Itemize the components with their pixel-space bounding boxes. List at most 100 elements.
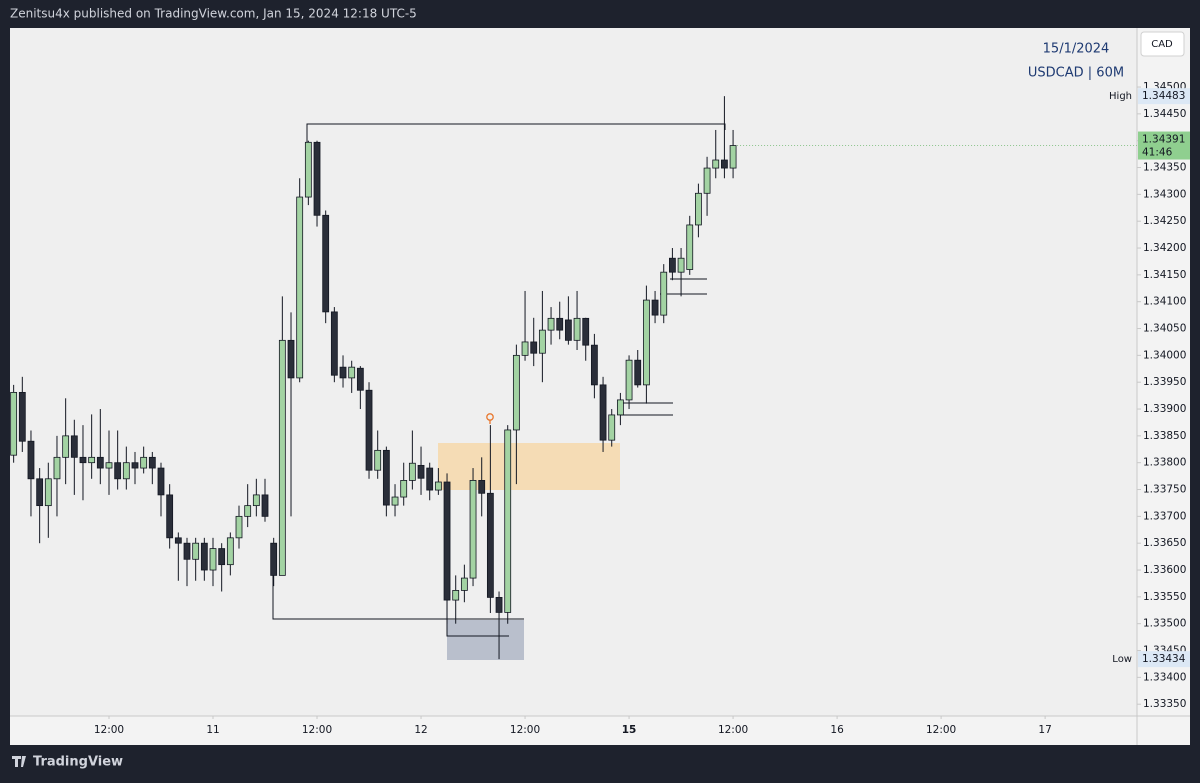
y-tick-label: 1.34300 xyxy=(1143,188,1186,200)
candle-body xyxy=(70,435,78,458)
y-tick-label: 1.34350 xyxy=(1143,162,1186,174)
y-tick-label: 1.33550 xyxy=(1143,591,1186,603)
candle-body xyxy=(53,456,61,480)
x-tick-label: 12 xyxy=(414,724,427,736)
candle-body xyxy=(270,542,278,576)
candle-body xyxy=(703,167,711,194)
y-tick-label: 1.33700 xyxy=(1143,510,1186,522)
y-tick-label: 1.33850 xyxy=(1143,430,1186,442)
y-tick-label: 1.33900 xyxy=(1143,403,1186,415)
candle-body xyxy=(504,429,512,613)
candle-body xyxy=(669,257,676,273)
candle-body xyxy=(443,481,451,601)
candle-body xyxy=(192,542,200,560)
candle-body xyxy=(512,354,520,431)
candle-body xyxy=(166,494,174,539)
price-marker-bg xyxy=(1138,651,1190,668)
candle-body xyxy=(365,389,373,471)
candle-body xyxy=(634,359,642,386)
candle-body xyxy=(599,384,607,441)
candle-body xyxy=(547,317,555,331)
y-tick-label: 1.34000 xyxy=(1143,349,1186,361)
price-marker: 1.34483 xyxy=(1142,90,1185,102)
candle-body xyxy=(209,548,217,571)
supply-zone xyxy=(438,443,620,490)
candle-body xyxy=(651,299,659,316)
candle-body xyxy=(625,359,633,401)
y-tick-label: 1.33650 xyxy=(1143,537,1186,549)
candle-body xyxy=(616,399,624,416)
footer-brand: TradingView xyxy=(33,755,123,770)
price-marker: 1.33434 xyxy=(1142,653,1186,665)
time-axis xyxy=(10,716,1137,745)
currency-box[interactable] xyxy=(1140,31,1185,57)
candle-body xyxy=(88,456,96,464)
candle-body xyxy=(287,339,295,379)
symbol-text: USDCAD | 60M xyxy=(1028,66,1124,81)
candle-body xyxy=(27,440,35,480)
y-tick-label: 1.33600 xyxy=(1143,564,1186,576)
last-price-bg xyxy=(1138,131,1190,160)
candle-body xyxy=(183,542,191,560)
candle-body xyxy=(148,456,156,469)
candle-body xyxy=(382,449,390,506)
candle-body xyxy=(521,341,529,356)
candle-body xyxy=(660,271,668,316)
candle-body xyxy=(452,590,460,601)
x-tick-label: 12:00 xyxy=(926,724,956,736)
candle-body xyxy=(573,317,581,341)
candle-body xyxy=(356,367,364,391)
candle-body xyxy=(712,159,720,169)
candle-body xyxy=(157,467,165,496)
candle-body xyxy=(62,435,70,458)
range-line xyxy=(306,123,726,142)
candle-body xyxy=(226,537,234,566)
x-tick-label: 12:00 xyxy=(718,724,748,736)
candle-body xyxy=(330,311,338,376)
candle-body xyxy=(590,344,598,386)
candle-body xyxy=(469,480,477,579)
idea-icon xyxy=(486,413,494,424)
candle-body xyxy=(556,317,564,331)
candle-body xyxy=(79,456,87,464)
y-tick-label: 1.34200 xyxy=(1143,242,1186,254)
candle-body xyxy=(408,462,416,481)
candle-body xyxy=(339,366,347,379)
candle-body xyxy=(122,462,130,480)
x-tick-label: 12:00 xyxy=(302,724,332,736)
candle-body xyxy=(530,341,538,354)
candle-body xyxy=(391,496,399,506)
candles xyxy=(10,96,737,660)
candle-body xyxy=(374,449,382,471)
y-tick-label: 1.33950 xyxy=(1143,376,1186,388)
candle-body xyxy=(296,196,304,379)
candle-body xyxy=(686,224,694,270)
candle-body xyxy=(131,462,139,469)
y-tick-label: 1.33400 xyxy=(1143,671,1186,683)
candle-body xyxy=(313,141,321,216)
currency[interactable]: CAD xyxy=(1151,39,1173,50)
candle-body xyxy=(582,317,590,346)
publish-header: Zenitsu4x published on TradingView.com, … xyxy=(10,7,417,21)
candle-body xyxy=(486,492,494,598)
last-price: 1.34391 xyxy=(1142,134,1185,146)
y-tick-label: 1.33350 xyxy=(1143,698,1186,710)
y-tick-label: 1.34050 xyxy=(1143,323,1186,335)
x-tick-label: 11 xyxy=(206,724,219,736)
candle-body xyxy=(642,299,650,386)
candle-body xyxy=(96,456,104,469)
x-tick-label: 15 xyxy=(622,724,637,736)
liquidity-zone xyxy=(447,620,524,660)
date-text: 15/1/2024 xyxy=(1043,42,1110,57)
drawings xyxy=(272,123,726,660)
candle-body xyxy=(417,464,425,479)
plot-area xyxy=(10,28,1137,716)
candle-body xyxy=(721,159,728,169)
candle-body xyxy=(322,214,330,313)
tv-logo xyxy=(12,756,26,767)
y-tick-label: 1.34450 xyxy=(1143,108,1186,120)
candle-body xyxy=(695,192,702,226)
y-tick-label: 1.33800 xyxy=(1143,457,1186,469)
candle-body xyxy=(261,494,269,517)
